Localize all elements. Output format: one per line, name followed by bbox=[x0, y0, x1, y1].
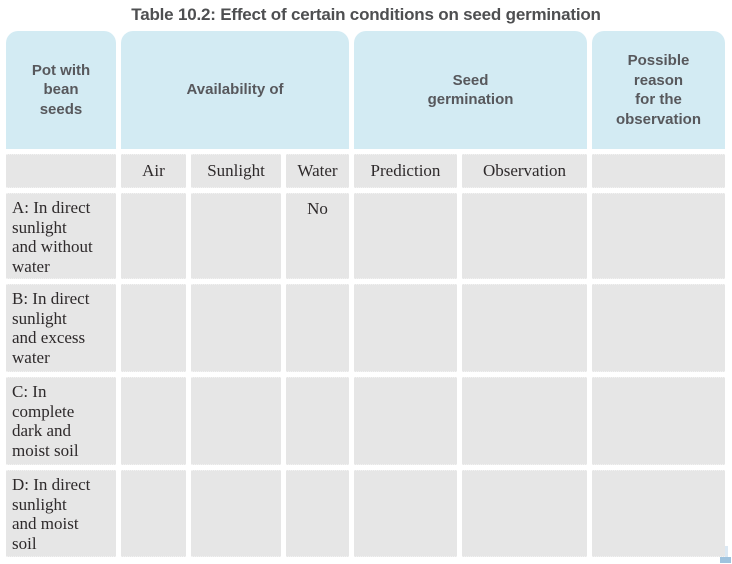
subheader-pot-empty bbox=[6, 154, 116, 188]
row-b-sunlight-cell bbox=[191, 284, 281, 372]
row-b-reason-cell bbox=[592, 284, 725, 372]
seed-germination-table: Pot with bean seeds Availability of Seed… bbox=[6, 31, 725, 557]
row-b-pot-label: B: In direct sunlight and excess water bbox=[6, 284, 116, 372]
row-b-water-cell bbox=[286, 284, 349, 372]
row-d-observation-cell bbox=[462, 470, 587, 557]
row-b-observation-cell bbox=[462, 284, 587, 372]
header-seed-germination: Seed germination bbox=[354, 31, 587, 149]
resize-corner-bar bbox=[725, 546, 728, 557]
row-c-prediction-cell bbox=[354, 377, 457, 465]
subheader-observation: Observation bbox=[462, 154, 587, 188]
row-c-pot-label: C: In complete dark and moist soil bbox=[6, 377, 116, 465]
resize-corner-icon bbox=[719, 546, 732, 564]
header-possible-reason: Possible reason for the observation bbox=[592, 31, 725, 149]
row-a-prediction-cell bbox=[354, 193, 457, 279]
header-availability-of: Availability of bbox=[121, 31, 349, 149]
row-a-water-cell: No bbox=[286, 193, 349, 279]
row-d-air-cell bbox=[121, 470, 186, 557]
row-d-prediction-cell bbox=[354, 470, 457, 557]
row-c-reason-cell bbox=[592, 377, 725, 465]
row-c-air-cell bbox=[121, 377, 186, 465]
resize-corner-square bbox=[720, 557, 731, 563]
table-title: Table 10.2: Effect of certain conditions… bbox=[131, 5, 601, 24]
row-d-reason-cell bbox=[592, 470, 725, 557]
row-b-air-cell bbox=[121, 284, 186, 372]
row-c-water-cell bbox=[286, 377, 349, 465]
row-a-sunlight-cell bbox=[191, 193, 281, 279]
row-c-observation-cell bbox=[462, 377, 587, 465]
subheader-prediction: Prediction bbox=[354, 154, 457, 188]
row-d-water-cell bbox=[286, 470, 349, 557]
subheader-sunlight: Sunlight bbox=[191, 154, 281, 188]
row-d-sunlight-cell bbox=[191, 470, 281, 557]
subheader-air: Air bbox=[121, 154, 186, 188]
row-d-pot-label: D: In direct sunlight and moist soil bbox=[6, 470, 116, 557]
row-a-observation-cell bbox=[462, 193, 587, 279]
subheader-reason-empty bbox=[592, 154, 725, 188]
subheader-water: Water bbox=[286, 154, 349, 188]
row-a-air-cell bbox=[121, 193, 186, 279]
row-b-prediction-cell bbox=[354, 284, 457, 372]
row-c-sunlight-cell bbox=[191, 377, 281, 465]
header-pot-with-bean-seeds: Pot with bean seeds bbox=[6, 31, 116, 149]
row-a-pot-label: A: In direct sunlight and without water bbox=[6, 193, 116, 279]
row-a-reason-cell bbox=[592, 193, 725, 279]
